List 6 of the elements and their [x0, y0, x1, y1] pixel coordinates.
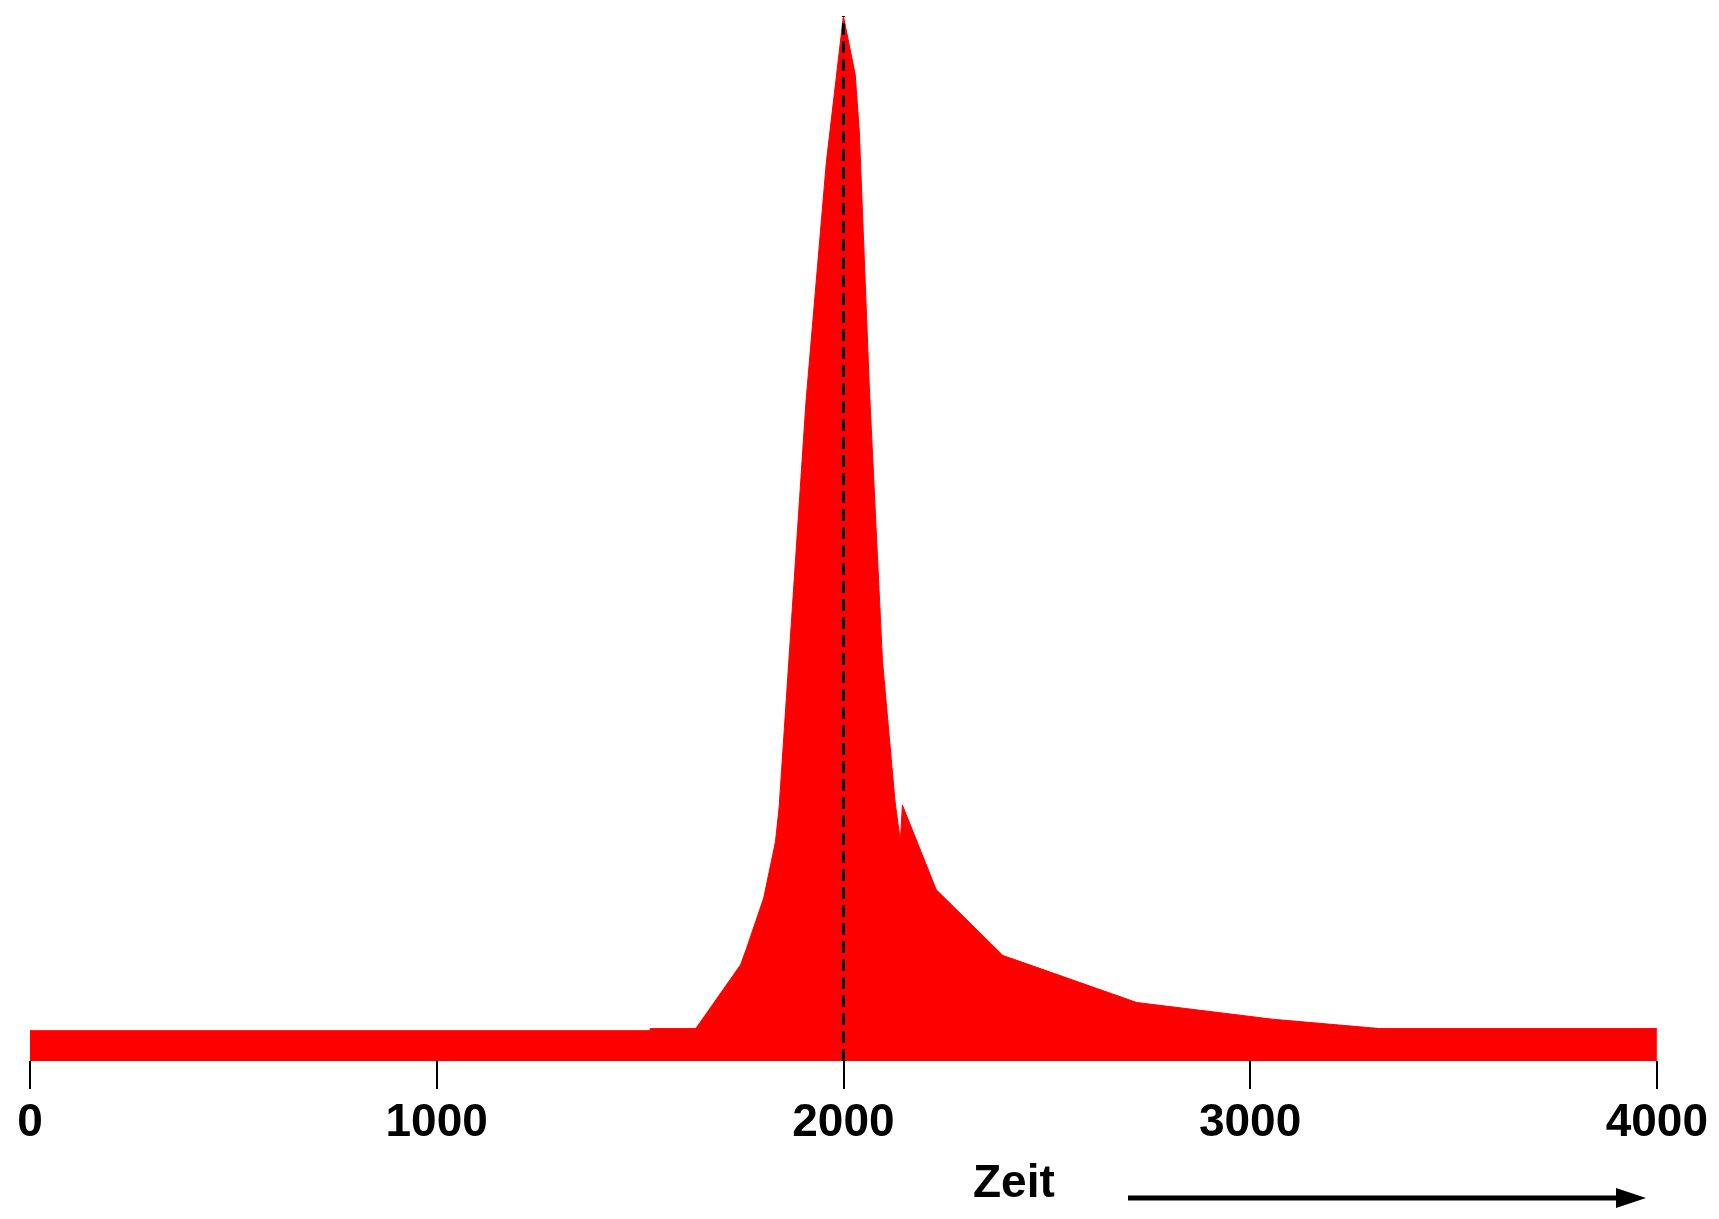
x-tick-label: 1000	[385, 1094, 488, 1146]
x-tick-label: 0	[17, 1094, 43, 1146]
x-tick-label: 3000	[1198, 1094, 1302, 1146]
x-tick-label: 4000	[1605, 1094, 1709, 1146]
x-axis-title: Zeit	[973, 1155, 1055, 1207]
x-tick-label: 2000	[792, 1094, 895, 1146]
